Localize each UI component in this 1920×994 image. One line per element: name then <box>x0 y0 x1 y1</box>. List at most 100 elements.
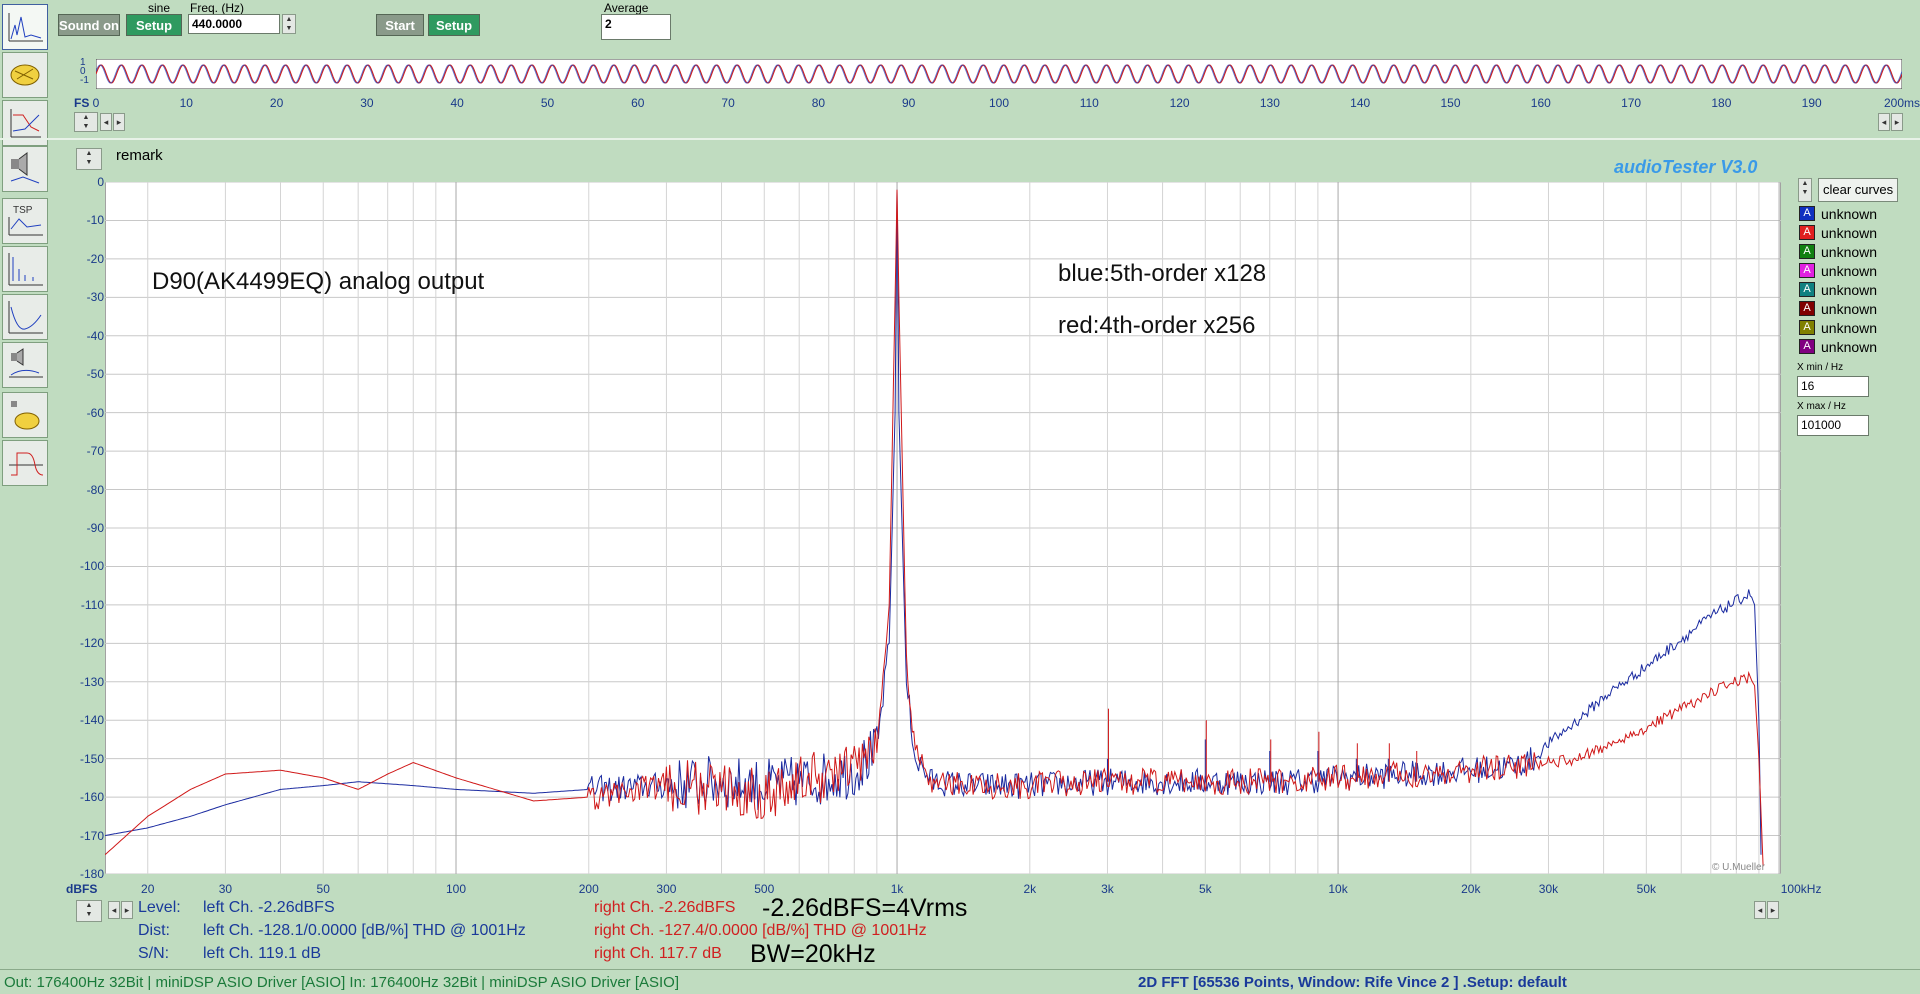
speaker-icon[interactable] <box>2 146 48 192</box>
scope-y-labels: 1 0 -1 <box>80 57 89 86</box>
x-tick-label: 50k <box>1636 882 1657 896</box>
legend-color-swatch[interactable]: A <box>1799 263 1815 278</box>
freq-scroll-left[interactable]: ◂ <box>108 901 120 919</box>
scope-x-tick-label: 190 <box>1801 96 1822 110</box>
time-view-icon[interactable] <box>2 4 48 50</box>
remark-label: remark <box>116 147 163 164</box>
hand-measure-icon[interactable] <box>2 392 48 438</box>
level-right-value: right Ch. -2.26dBFS <box>594 899 736 916</box>
scope-end-left[interactable]: ◂ <box>1878 113 1890 131</box>
y-tick-label: -130 <box>79 674 104 689</box>
freq-zoom-stepper[interactable]: ▲ ▼ <box>76 900 102 922</box>
y-tick-label: -160 <box>79 790 104 805</box>
scope-zoom-stepper[interactable]: ▲ ▼ <box>74 112 98 132</box>
sound-on-button[interactable]: Sound on <box>58 14 120 36</box>
scope-x-tick-label: 90 <box>902 96 916 110</box>
impedance-icon[interactable] <box>2 294 48 340</box>
waveform-label: sine <box>148 1 171 15</box>
legend-color-swatch[interactable]: A <box>1799 225 1815 240</box>
curves-stepper[interactable]: ▲ ▼ <box>1798 178 1812 202</box>
step-response-icon[interactable] <box>2 440 48 486</box>
scope-x-tick-label: 120 <box>1169 96 1190 110</box>
scope-x-tick-label: 110 <box>1079 96 1099 110</box>
frequency-input[interactable]: 440.0000 <box>188 14 280 34</box>
sn-label: S/N: <box>138 945 170 962</box>
x-tick-label: 5k <box>1198 882 1212 896</box>
chart-annotation-title: D90(AK4499EQ) analog output <box>152 268 485 295</box>
y-tick-label: -30 <box>86 290 104 305</box>
legend-label: unknown <box>1821 301 1878 317</box>
bandwidth-note: BW=20kHz <box>750 940 876 968</box>
x-tick-label: 30k <box>1538 882 1559 896</box>
y-tick-label: -110 <box>80 597 104 612</box>
plot-grid <box>105 182 1781 874</box>
legend-color-swatch[interactable]: A <box>1799 244 1815 259</box>
legend-color-swatch[interactable]: A <box>1799 301 1815 316</box>
scope-x-tick-label: 70 <box>721 96 735 110</box>
average-input[interactable]: 2 <box>601 14 671 40</box>
series-blue-curve <box>105 189 1762 855</box>
scope-x-tick-label: 100 <box>988 96 1010 110</box>
x-tick-label: 50 <box>316 882 330 896</box>
generator-setup-button[interactable]: Setup <box>126 14 182 36</box>
legend-color-swatch[interactable]: A <box>1799 339 1815 354</box>
y-tick-label: -150 <box>79 751 104 766</box>
status-bar: Out: 176400Hz 32Bit | miniDSP ASIO Drive… <box>0 969 1920 994</box>
spectrum-icon[interactable] <box>2 246 48 292</box>
plot-curves <box>105 189 1764 867</box>
scope-x-tick-label: 30 <box>360 96 374 110</box>
freq-end-left[interactable]: ◂ <box>1754 901 1766 919</box>
scope-divider <box>0 138 1920 140</box>
copyright-label: © U.Mueller <box>1712 862 1765 873</box>
scope-x-tick-label: 140 <box>1350 96 1371 110</box>
svg-text:TSP: TSP <box>13 205 33 216</box>
tsp-icon[interactable]: TSP <box>2 198 48 244</box>
legend-label: unknown <box>1821 263 1878 279</box>
remark-stepper[interactable]: ▲ ▼ <box>76 148 102 170</box>
x-tick-label: 200 <box>578 882 599 896</box>
scope-x-tick-label: 130 <box>1259 96 1280 110</box>
freq-label: Freq. (Hz) <box>190 1 244 15</box>
scope-y-label-top: 1 <box>80 57 86 68</box>
legend-color-swatch[interactable]: A <box>1799 282 1815 297</box>
level-left-value: left Ch. -2.26dBFS <box>203 899 335 916</box>
hand-icon[interactable] <box>2 52 48 98</box>
speaker-response-icon[interactable] <box>2 342 48 388</box>
legend-color-swatch[interactable]: A <box>1799 320 1815 335</box>
scope-scroll-left[interactable]: ◂ <box>100 113 112 131</box>
freq-end-right[interactable]: ▸ <box>1767 901 1779 919</box>
y-tick-label: -80 <box>86 482 104 497</box>
scope-x-tick-label: 170 <box>1621 96 1642 110</box>
frequency-stepper[interactable]: ▲ ▼ <box>282 14 296 34</box>
y-tick-label: -140 <box>79 713 104 728</box>
legend-color-swatch[interactable]: A <box>1799 206 1815 221</box>
legend-label: unknown <box>1821 225 1878 241</box>
freq-scroll-right[interactable]: ▸ <box>121 901 133 919</box>
x-tick-label: 500 <box>754 882 775 896</box>
scope-x-tick-label: 20 <box>269 96 284 110</box>
start-button[interactable]: Start <box>376 14 424 36</box>
x-tick-label: 20 <box>141 882 155 896</box>
scope-x-tick-label: 200ms <box>1883 96 1920 110</box>
x-tick-label: 30 <box>218 882 233 896</box>
xmin-input[interactable]: 16 <box>1797 376 1869 397</box>
analyzer-setup-button[interactable]: Setup <box>428 14 480 36</box>
clear-curves-button[interactable]: clear curves <box>1818 178 1899 202</box>
y-tick-label: -20 <box>86 251 104 266</box>
xmax-input[interactable]: 101000 <box>1797 415 1869 436</box>
scope-scroll-right[interactable]: ▸ <box>113 113 125 131</box>
scope-x-tick-label: 50 <box>540 96 555 110</box>
chart-annotation-red: red:4th-order x256 <box>1058 312 1256 339</box>
brand-title: audioTester V3.0 <box>1614 157 1758 177</box>
x-tick-label: 100 <box>445 882 467 896</box>
scope-end-right[interactable]: ▸ <box>1891 113 1903 131</box>
sn-left-value: left Ch. 119.1 dB <box>203 945 321 962</box>
